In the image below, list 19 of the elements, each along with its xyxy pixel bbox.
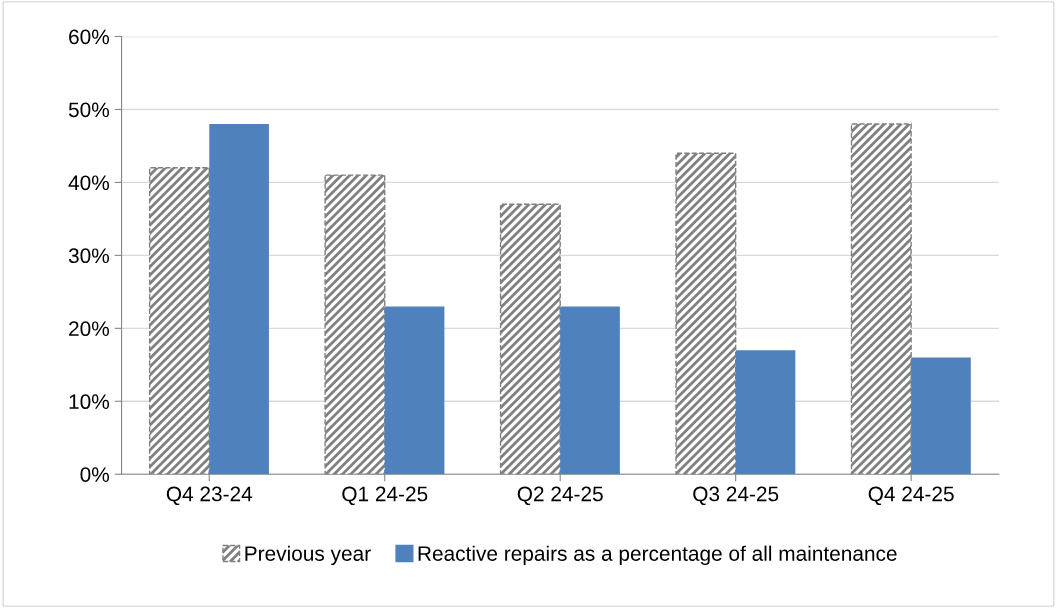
bar [384,306,445,475]
x-tick-label: Q2 24-25 [517,486,603,506]
x-tick-label: Q4 24-25 [868,486,954,506]
y-tick-label: 20% [69,321,110,337]
x-tick-label: Q4 23-24 [166,486,253,506]
y-tick-label: 40% [68,175,110,191]
bar [735,350,796,475]
x-tick-label: Q1 24-25 [342,486,428,506]
y-tick-label: 0% [80,467,110,482]
y-tick-label: 60% [69,29,110,45]
legend-label: Previous year [245,545,371,566]
bar [560,306,620,475]
x-tick-label: Q3 24-25 [693,486,779,506]
bar [209,124,269,475]
bar [911,357,971,475]
legend-label: Reactive repairs as a percentage of all maintenance [418,545,897,566]
y-tick-label: 30% [68,248,110,264]
y-tick-label: 50% [68,102,110,118]
y-tick-label: 10% [69,394,110,410]
